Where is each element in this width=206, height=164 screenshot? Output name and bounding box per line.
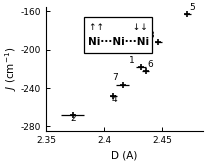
Text: 4: 4 xyxy=(112,95,117,104)
Text: 1: 1 xyxy=(129,56,135,65)
Text: 6: 6 xyxy=(147,60,153,69)
Text: 7: 7 xyxy=(113,73,118,82)
Text: 5: 5 xyxy=(189,3,195,12)
Text: ↑↑          ↓↓: ↑↑ ↓↓ xyxy=(89,23,148,32)
X-axis label: D (A): D (A) xyxy=(111,151,137,161)
Y-axis label: $J$ (cm$^{-1}$): $J$ (cm$^{-1}$) xyxy=(4,47,19,91)
Text: 2: 2 xyxy=(70,114,75,123)
FancyBboxPatch shape xyxy=(84,17,152,53)
Text: 3: 3 xyxy=(149,31,154,40)
Text: Ni···Ni···Ni: Ni···Ni···Ni xyxy=(88,37,149,47)
